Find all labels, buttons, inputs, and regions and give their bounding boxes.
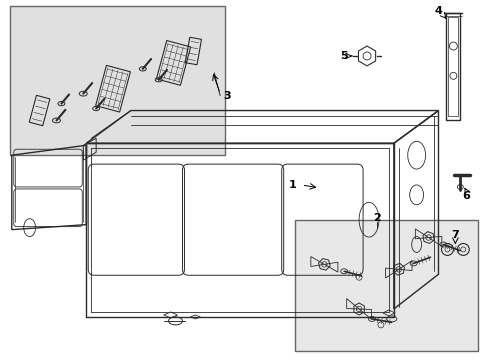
Bar <box>10 6 224 155</box>
Text: 6: 6 <box>461 191 469 201</box>
Bar <box>447 17 457 117</box>
Bar <box>294 220 477 351</box>
Text: 2: 2 <box>372 213 380 223</box>
Text: 3: 3 <box>223 91 230 101</box>
Text: 1: 1 <box>288 180 296 190</box>
Text: 4: 4 <box>434 6 442 16</box>
Text: 5: 5 <box>340 51 347 61</box>
Text: 7: 7 <box>450 230 458 239</box>
Bar <box>446 13 459 121</box>
